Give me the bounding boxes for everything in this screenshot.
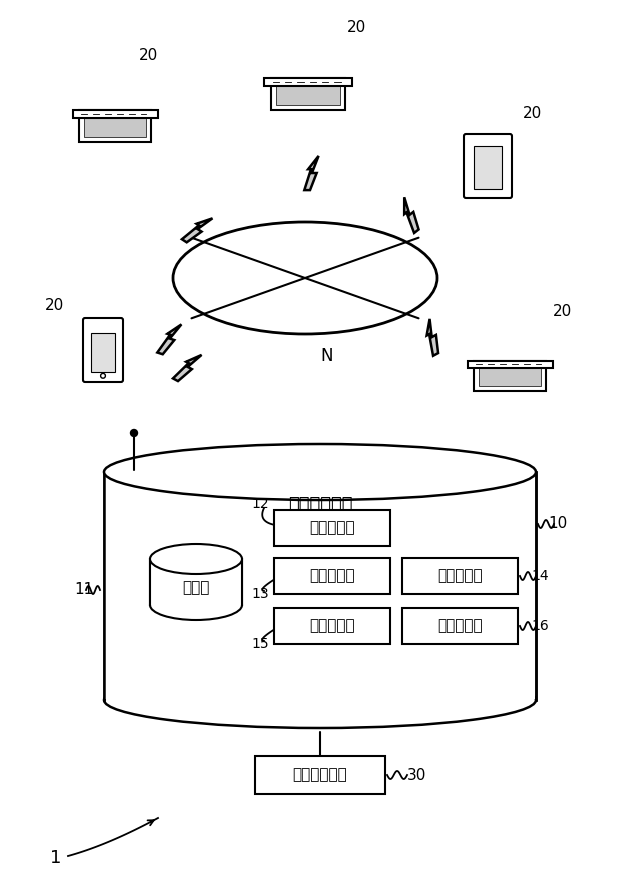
Ellipse shape xyxy=(104,444,536,500)
Text: 販売用サーバ: 販売用サーバ xyxy=(288,496,352,514)
Text: 記憶部: 記憶部 xyxy=(182,581,210,596)
FancyBboxPatch shape xyxy=(79,110,151,142)
FancyBboxPatch shape xyxy=(276,83,340,105)
FancyBboxPatch shape xyxy=(474,145,502,189)
Text: N: N xyxy=(321,347,333,365)
Text: 12: 12 xyxy=(251,497,269,511)
Text: 調味料生成部: 調味料生成部 xyxy=(292,767,348,782)
FancyBboxPatch shape xyxy=(151,559,241,605)
Text: 13: 13 xyxy=(251,587,269,601)
Text: 20: 20 xyxy=(552,305,572,320)
Text: 20: 20 xyxy=(522,107,541,122)
Text: 1: 1 xyxy=(51,849,61,867)
FancyBboxPatch shape xyxy=(464,134,512,198)
FancyBboxPatch shape xyxy=(402,608,518,644)
Polygon shape xyxy=(173,355,202,381)
Text: 販売処理部: 販売処理部 xyxy=(437,569,483,583)
Polygon shape xyxy=(404,197,419,233)
FancyBboxPatch shape xyxy=(83,318,123,382)
Text: 14: 14 xyxy=(531,569,549,583)
Text: 16: 16 xyxy=(531,619,549,633)
Polygon shape xyxy=(304,156,319,190)
FancyBboxPatch shape xyxy=(72,110,157,118)
FancyBboxPatch shape xyxy=(84,116,146,137)
Text: 15: 15 xyxy=(251,637,269,651)
Ellipse shape xyxy=(150,590,242,620)
Text: 20: 20 xyxy=(44,299,63,314)
FancyBboxPatch shape xyxy=(274,558,390,594)
Text: 20: 20 xyxy=(346,20,365,36)
FancyBboxPatch shape xyxy=(474,361,546,391)
Text: 情報提供部: 情報提供部 xyxy=(437,618,483,633)
Ellipse shape xyxy=(150,544,242,574)
FancyBboxPatch shape xyxy=(105,473,535,699)
Text: 20: 20 xyxy=(138,48,157,63)
Text: 10: 10 xyxy=(548,517,568,532)
Text: 評価取得部: 評価取得部 xyxy=(309,618,355,633)
Text: 原料表示部: 原料表示部 xyxy=(309,520,355,535)
FancyBboxPatch shape xyxy=(271,78,346,110)
Ellipse shape xyxy=(173,222,437,334)
Text: 30: 30 xyxy=(407,767,427,782)
Polygon shape xyxy=(426,319,438,356)
FancyBboxPatch shape xyxy=(92,333,115,371)
Polygon shape xyxy=(182,218,212,243)
FancyBboxPatch shape xyxy=(467,361,552,368)
Text: 紹介取得部: 紹介取得部 xyxy=(309,569,355,583)
FancyBboxPatch shape xyxy=(274,510,390,546)
FancyBboxPatch shape xyxy=(264,78,352,87)
Text: 11: 11 xyxy=(74,583,93,597)
Circle shape xyxy=(131,429,138,436)
Ellipse shape xyxy=(104,672,536,728)
FancyBboxPatch shape xyxy=(479,365,541,385)
FancyBboxPatch shape xyxy=(255,756,385,794)
FancyBboxPatch shape xyxy=(402,558,518,594)
Polygon shape xyxy=(157,324,181,354)
FancyBboxPatch shape xyxy=(274,608,390,644)
